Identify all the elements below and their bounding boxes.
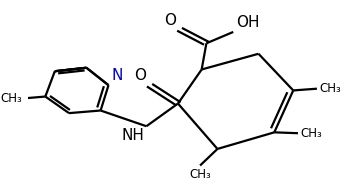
Text: O: O (164, 13, 176, 28)
Text: CH₃: CH₃ (319, 82, 341, 95)
Text: CH₃: CH₃ (189, 168, 211, 181)
Text: OH: OH (236, 15, 259, 30)
Text: N: N (112, 68, 123, 84)
Text: CH₃: CH₃ (1, 92, 22, 105)
Text: NH: NH (122, 128, 145, 143)
Text: CH₃: CH₃ (300, 127, 322, 140)
Text: O: O (134, 68, 146, 84)
